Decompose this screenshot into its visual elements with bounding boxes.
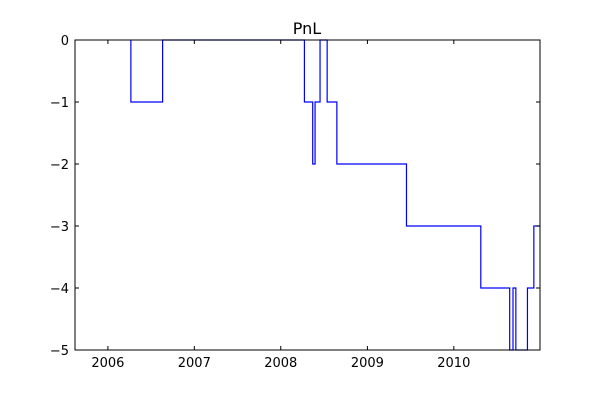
y-tick-label: 0 <box>61 34 69 49</box>
pnl-series-line <box>130 39 540 351</box>
x-axis: 2006 2007 2008 2009 2010 <box>91 40 470 371</box>
y-tick-label: −4 <box>50 282 69 297</box>
y-tick-label: −5 <box>50 344 69 359</box>
plot-area <box>74 39 541 351</box>
chart-title: PnL <box>293 19 322 38</box>
x-tick-label: 2009 <box>351 356 384 371</box>
y-tick-label: −3 <box>50 220 69 235</box>
x-tick-label: 2007 <box>178 356 211 371</box>
y-axis: 0 −1 −2 −3 −4 −5 <box>50 34 540 359</box>
axes-frame <box>74 39 541 351</box>
x-tick-label: 2006 <box>91 356 124 371</box>
x-tick-label: 2008 <box>264 356 297 371</box>
y-tick-label: −1 <box>50 96 69 111</box>
y-tick-label: −2 <box>50 158 69 173</box>
x-tick-label: 2010 <box>437 356 470 371</box>
